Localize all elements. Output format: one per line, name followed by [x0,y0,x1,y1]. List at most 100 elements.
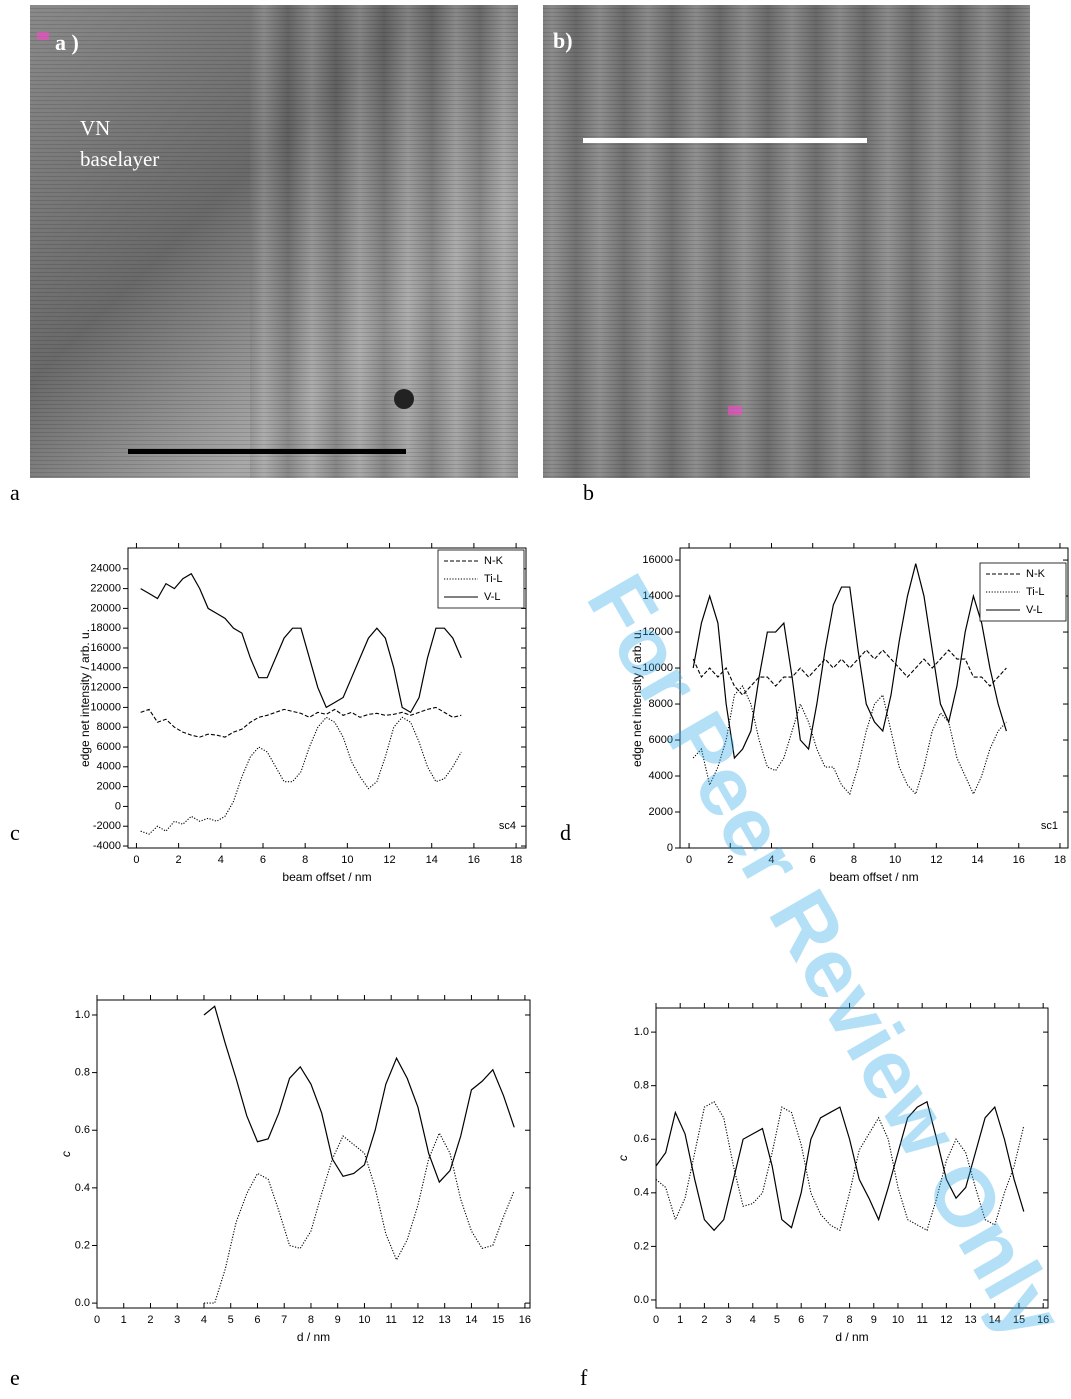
x-tick-label: 9 [871,1314,877,1326]
panel-label: a [10,480,20,505]
y-tick-label: 14000 [90,662,121,674]
y-tick-label: 0.8 [634,1080,649,1092]
series-group [656,1100,1025,1232]
x-axis-label: beam offset / nm [829,870,918,884]
image-label: b) [553,28,573,53]
x-tick-label: 11 [385,1314,396,1326]
chart: 0 1 2 3 4 5 6 7 8 9 10 11 12 13 14 15 160.00.20.40.60.81… [616,1003,1049,1344]
x-tick-label: 10 [358,1314,370,1326]
y-tick-label: 0 [667,842,673,854]
panel-label: b [583,480,594,505]
x-tick-label: 15 [492,1314,504,1326]
x-tick-label: 10 [341,854,353,866]
x-tick-label: 18 [1054,854,1066,866]
x-tick-label: 16 [1013,854,1025,866]
y-tick-label: 8000 [97,721,121,733]
x-tick-label: 16 [519,1314,531,1326]
x-tick-label: 8 [851,854,857,866]
x-tick-label: 7 [281,1314,287,1326]
plot-frame [127,547,527,849]
image-annotation: baselayer [80,147,159,171]
y-tick-label: 8000 [649,698,673,710]
y-tick-label: 0.0 [634,1294,649,1306]
y-tick-label: 10000 [90,701,121,713]
y-tick-label: 12000 [90,682,121,694]
x-tick-label: 3 [174,1314,180,1326]
scanlines [30,5,518,478]
plot-frame [96,999,531,1309]
x-tick-label: 12 [383,854,395,866]
marker [728,406,742,415]
series-group [203,1005,515,1304]
x-axis-label: d / nm [835,1330,868,1344]
y-tick-label: 14000 [642,590,673,602]
charts: 0 2 4 6 8 10 12 14 16 18-4000-2000020004000600080… [59,543,1069,1344]
y-axis-label: c [59,1151,73,1157]
image-annotation: VN [80,116,110,140]
particle [394,389,414,409]
series-group [140,572,462,835]
panel-label: f [580,1365,588,1390]
legend: N-K Ti-L V-L [979,562,1067,622]
x-tick-label: 9 [335,1314,341,1326]
y-tick-label: 20000 [90,602,121,614]
series-line [203,1131,515,1304]
x-tick-label: 2 [176,854,182,866]
x-tick-label: 2 [727,854,733,866]
y-tick-label: 10000 [642,662,673,674]
panel-label: c [10,820,20,845]
marker [37,32,49,40]
x-tick-label: 10 [892,1314,904,1326]
y-axis-label: c [616,1155,630,1161]
y-tick-label: -4000 [93,840,121,852]
x-tick-label: 15 [1013,1314,1025,1326]
x-tick-label: 14 [989,1314,1001,1326]
series-line [692,563,1007,760]
x-tick-label: 7 [822,1314,828,1326]
x-tick-label: 1 [121,1314,127,1326]
series-line [203,1005,515,1184]
x-tick-label: 4 [218,854,224,866]
legend-box [979,562,1067,622]
legend-label: V-L [484,591,501,603]
y-tick-label: 18000 [90,622,121,634]
y-tick-label: 0.2 [634,1240,649,1252]
x-tick-label: 8 [302,854,308,866]
y-axis-label: edge net intensity / arb. u. [78,629,92,767]
legend-label: Ti-L [484,573,503,585]
scale-bar [128,449,406,454]
x-tick-label: 6 [810,854,816,866]
x-tick-label: 1 [677,1314,683,1326]
y-tick-label: 12000 [642,626,673,638]
x-tick-label: 0 [133,854,139,866]
x-tick-label: 6 [260,854,266,866]
y-tick-label: 0.6 [75,1124,90,1136]
panel-label: d [560,820,571,845]
y-tick-label: 0.8 [75,1067,90,1079]
scale-bar [583,138,867,143]
scanlines [543,5,1030,478]
y-tick-label: 16000 [90,642,121,654]
x-tick-label: 14 [971,854,983,866]
series-line [656,1100,1025,1232]
series-line [692,649,1007,696]
x-tick-label: 14 [465,1314,477,1326]
y-tick-label: 4000 [97,761,121,773]
x-tick-label: 3 [726,1314,732,1326]
y-tick-label: 24000 [90,563,121,575]
chart: 0 2 4 6 8 10 12 14 16 18 0 2000 4000 6000 8000 10000 120… [630,543,1069,884]
plot-frame [679,547,1069,849]
legend-box [437,549,525,609]
y-tick-label: 2000 [97,781,121,793]
series-line [140,706,462,738]
x-tick-label: 16 [468,854,480,866]
x-tick-label: 4 [750,1314,756,1326]
legend-label: Ti-L [1026,586,1045,598]
x-tick-label: 4 [768,854,774,866]
y-tick-label: 22000 [90,583,121,595]
y-tick-label: 2000 [649,806,673,818]
y-tick-label: 1.0 [75,1009,90,1021]
x-tick-label: 18 [510,854,522,866]
